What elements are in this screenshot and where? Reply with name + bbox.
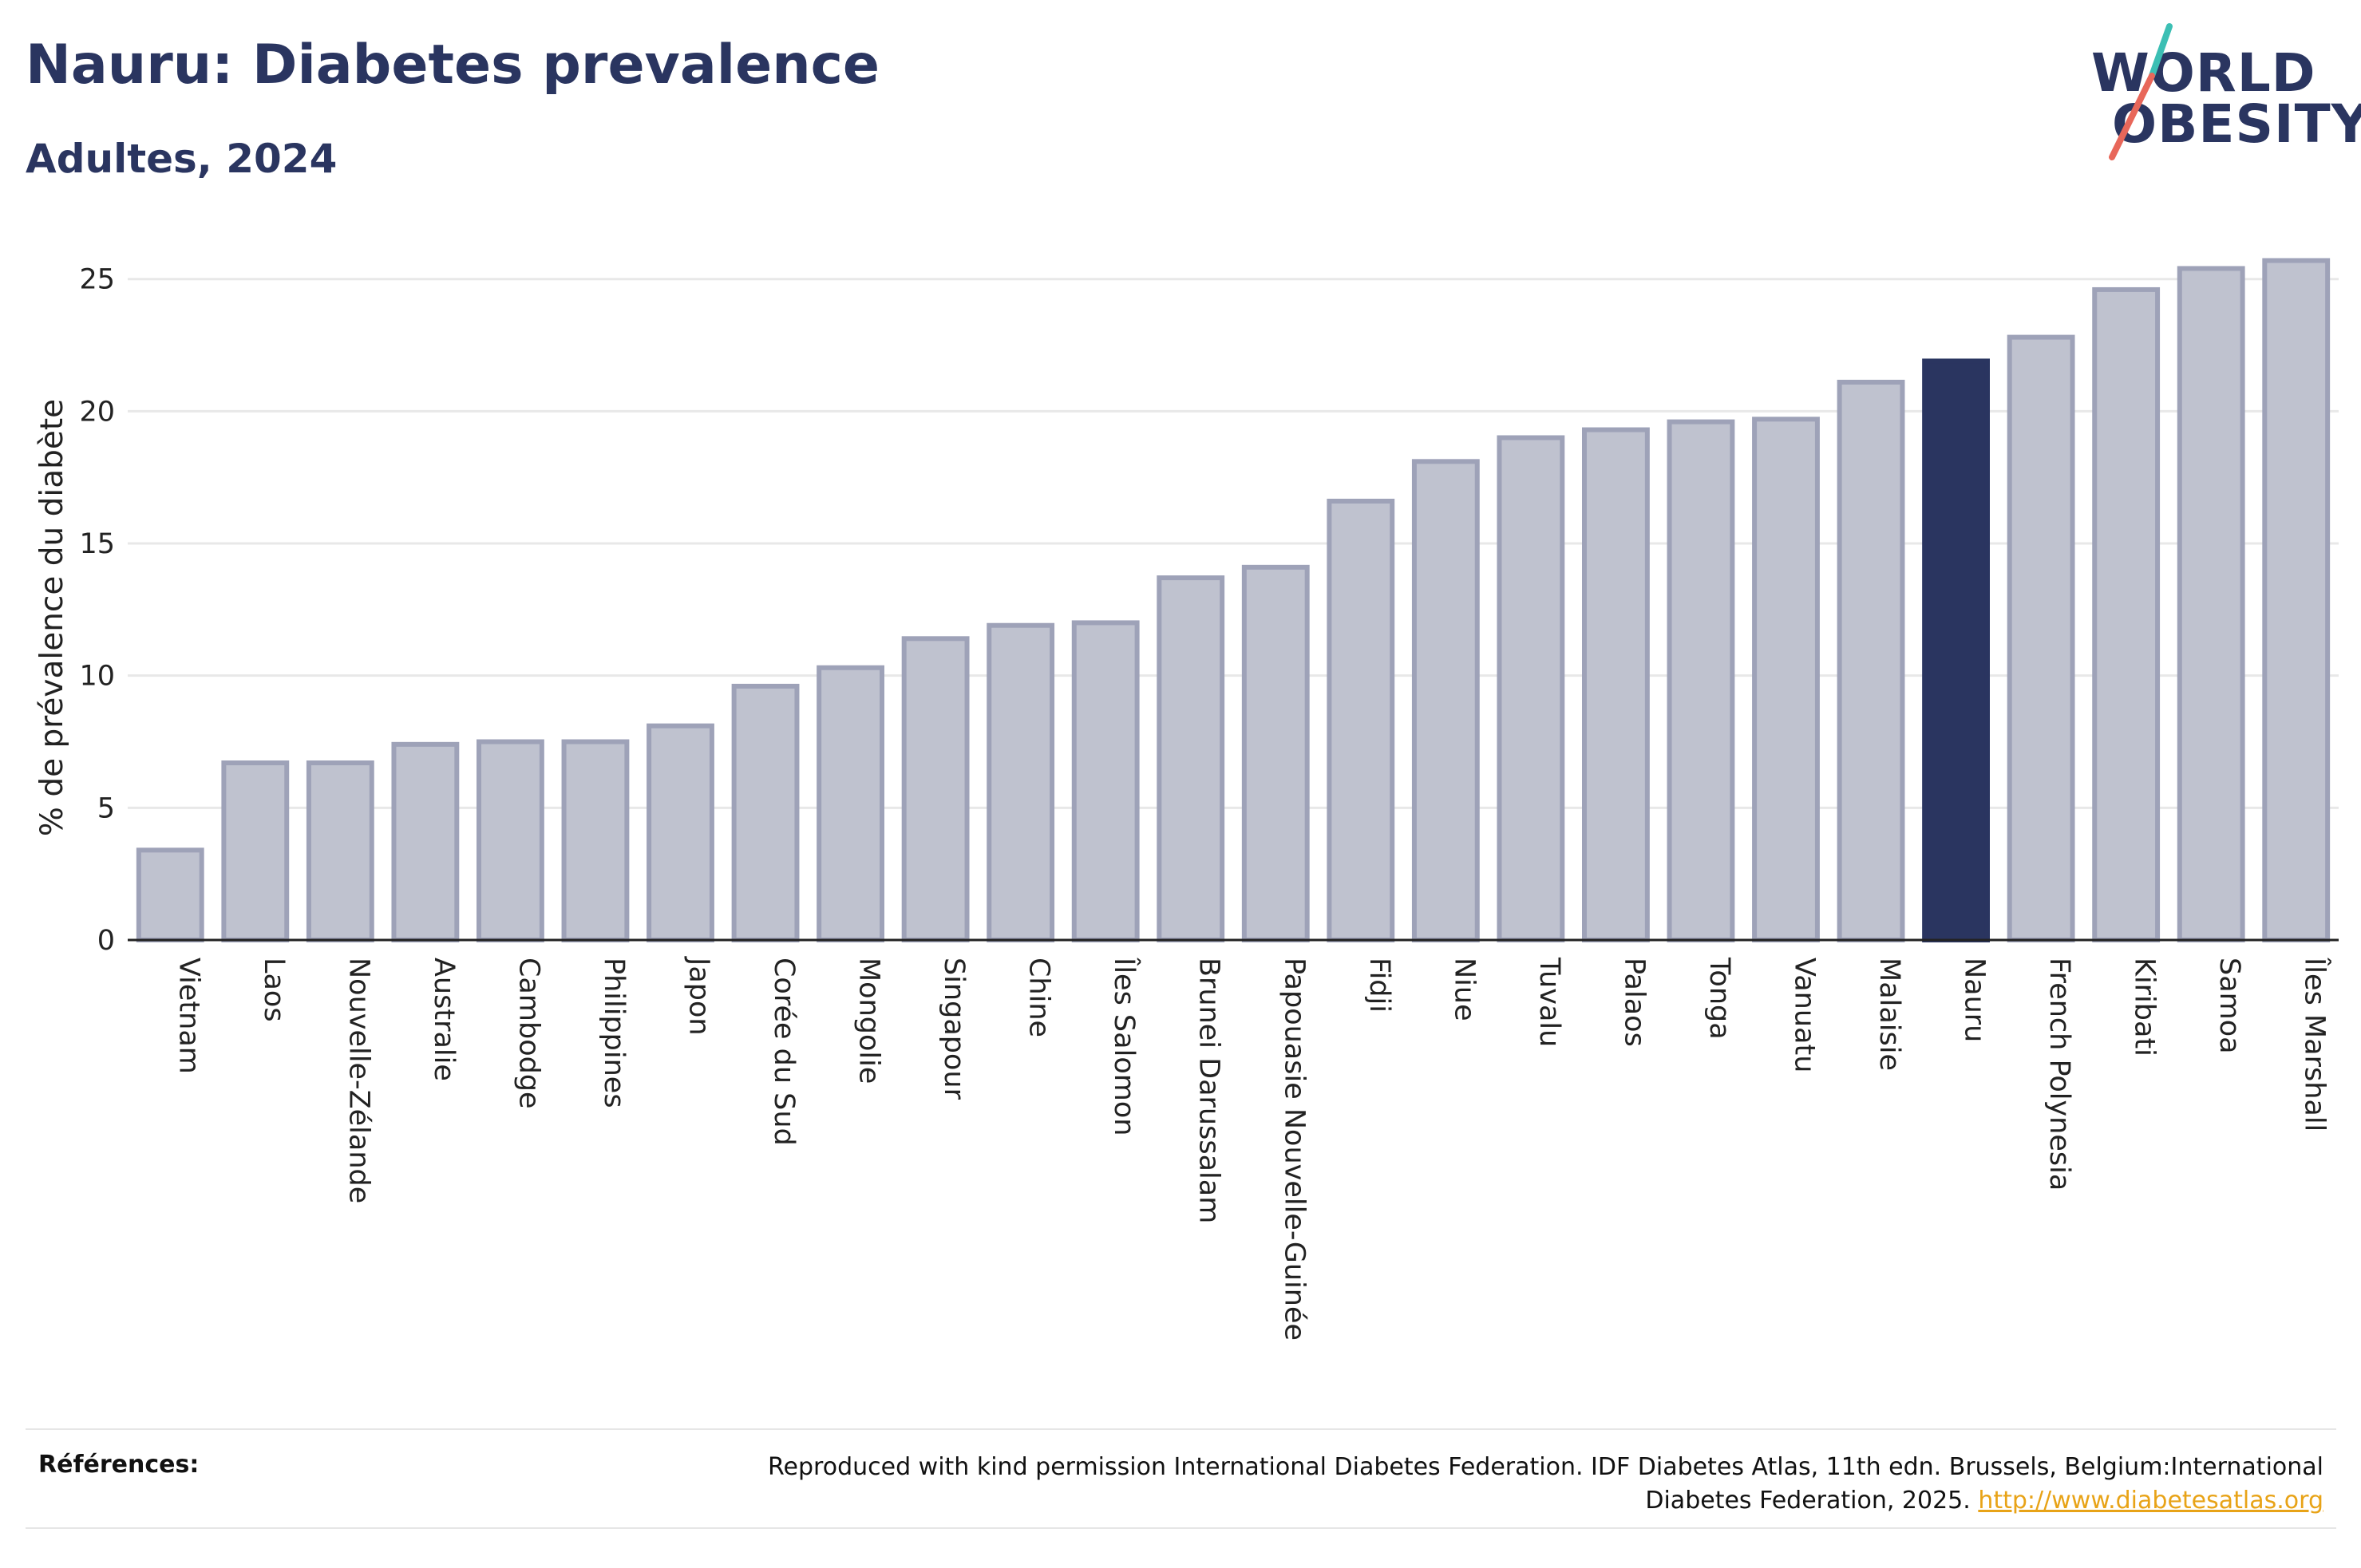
page-subtitle: Adultes, 2024: [26, 136, 338, 182]
y-tick-label: 25: [79, 264, 115, 296]
x-tick-label: Corée du Sud: [768, 958, 800, 1146]
bar-vietnam[interactable]: [136, 847, 204, 943]
y-tick-label: 15: [79, 528, 115, 560]
bar-cor-e-du-sud[interactable]: [731, 683, 800, 942]
x-tick-label: Vietnam: [172, 958, 204, 1074]
bar-nouvelle-z-lande[interactable]: [306, 760, 374, 942]
x-tick-label: Singapour: [938, 958, 970, 1100]
bar-tuvalu[interactable]: [1497, 435, 1565, 942]
logo-line-2: OBESITY: [2112, 93, 2361, 155]
y-tick-label: 5: [97, 792, 115, 824]
bar-malaisie[interactable]: [1837, 379, 1905, 942]
x-tick-label: Laos: [258, 958, 290, 1022]
bar-fidji[interactable]: [1327, 499, 1395, 942]
x-tick-label: Tuvalu: [1533, 957, 1565, 1047]
y-axis-title: % de prévalence du diabète: [34, 399, 70, 836]
x-tick-label: Mongolie: [853, 958, 885, 1084]
bar-palaos[interactable]: [1582, 427, 1650, 942]
x-tick-label: Vanuatu: [1789, 958, 1821, 1072]
bar-french-polynesia[interactable]: [2007, 334, 2075, 942]
bars: [136, 258, 2331, 943]
y-axis-ticks: 0 5 10 15 20 25: [79, 264, 115, 957]
bar-vanuatu[interactable]: [1752, 417, 1820, 942]
x-tick-label: Nauru: [1959, 958, 1991, 1042]
y-tick-label: 20: [79, 396, 115, 428]
x-tick-label: Australie: [428, 958, 460, 1081]
bar-chine[interactable]: [987, 622, 1055, 942]
x-tick-label: Îles Marshall: [2299, 957, 2332, 1132]
x-axis-ticks: Vietnam Laos Nouvelle-Zélande Australie Camb…: [172, 956, 2331, 1341]
bar-samoa[interactable]: [2177, 266, 2245, 942]
x-tick-label: Nouvelle-Zélande: [342, 958, 374, 1203]
page-title: Nauru: Diabetes prevalence: [26, 34, 880, 97]
x-tick-label: Japon: [683, 956, 715, 1036]
logo-slash-icon: [2109, 23, 2173, 160]
bar-papouasie-nouvelle-guin-e[interactable]: [1241, 564, 1310, 942]
bar-singapour[interactable]: [901, 636, 970, 942]
references-section: Références: Reproduced with kind permiss…: [26, 1428, 2336, 1529]
bar-niue[interactable]: [1411, 459, 1480, 942]
x-tick-label: Niue: [1448, 958, 1480, 1021]
bar--les-salomon[interactable]: [1071, 620, 1140, 942]
logo-line-1: WORLD: [2091, 42, 2316, 104]
gridlines: [128, 278, 2339, 809]
x-tick-label: Tonga: [1703, 957, 1735, 1040]
y-tick-label: 10: [79, 661, 115, 693]
x-tick-label: Malaisie: [1873, 958, 1905, 1071]
x-tick-label: Îles Salomon: [1108, 957, 1141, 1136]
x-tick-label: Palaos: [1618, 958, 1650, 1047]
references-label: Références:: [38, 1451, 200, 1479]
bar-brunei-darussalam[interactable]: [1157, 575, 1225, 942]
bar-nauru[interactable]: [1922, 358, 1990, 943]
x-tick-label: Philippines: [598, 958, 630, 1108]
x-tick-label: Samoa: [2213, 958, 2245, 1054]
bar-mongolie[interactable]: [817, 665, 884, 942]
x-tick-label: Fidji: [1363, 958, 1395, 1013]
bar-cambodge[interactable]: [477, 739, 544, 943]
x-tick-label: Kiribati: [2129, 958, 2161, 1057]
x-tick-label: Papouasie Nouvelle-Guinée: [1278, 958, 1310, 1341]
bar-japon[interactable]: [647, 723, 714, 942]
world-obesity-logo[interactable]: WORLD OBESITY: [2075, 20, 2361, 168]
x-tick-label: Brunei Darussalam: [1193, 958, 1225, 1223]
references-citation: Reproduced with kind permission Internat…: [768, 1453, 2323, 1515]
bar-chart: 0 5 10 15 20 25 Vietnam Laos Nouvelle-Zélande Au…: [34, 258, 2339, 1341]
diabetes-atlas-link[interactable]: http://www.diabetesatlas.org: [1978, 1487, 2323, 1515]
x-tick-label: Chine: [1023, 958, 1055, 1037]
bar-australie[interactable]: [391, 741, 460, 942]
bar-philippines[interactable]: [561, 739, 630, 943]
x-tick-label: French Polynesia: [2043, 958, 2075, 1191]
y-tick-label: 0: [97, 925, 115, 957]
bar--les-marshall[interactable]: [2262, 258, 2331, 942]
x-tick-label: Cambodge: [512, 958, 544, 1109]
bar-tonga[interactable]: [1667, 419, 1735, 942]
references-text: Reproduced with kind permission Internat…: [727, 1451, 2323, 1518]
bar-laos[interactable]: [221, 760, 290, 942]
bar-kiribati[interactable]: [2092, 286, 2161, 943]
